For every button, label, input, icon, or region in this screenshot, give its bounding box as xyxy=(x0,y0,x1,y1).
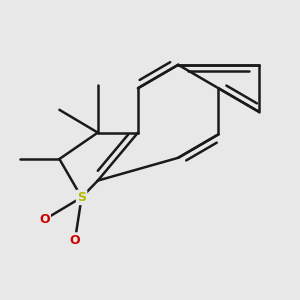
Text: S: S xyxy=(77,191,86,204)
Text: O: O xyxy=(70,233,80,247)
Text: O: O xyxy=(39,213,50,226)
